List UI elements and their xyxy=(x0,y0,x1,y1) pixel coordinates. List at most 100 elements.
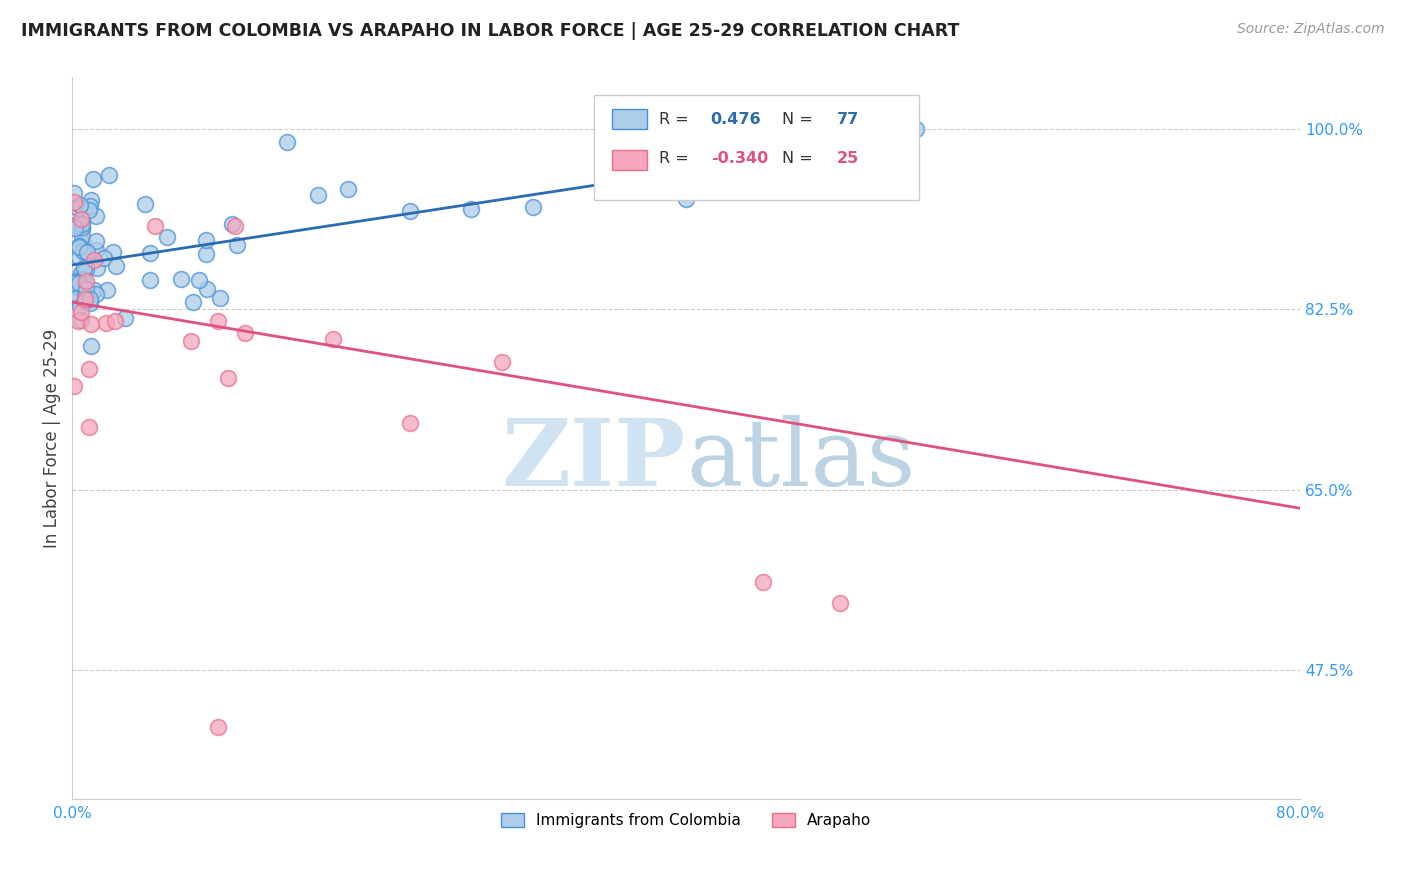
Point xyxy=(65,274,87,288)
Point xyxy=(62,186,84,200)
Text: R =: R = xyxy=(659,151,689,166)
Point xyxy=(84,209,107,223)
Point xyxy=(66,314,89,328)
Point xyxy=(75,274,97,288)
Point xyxy=(72,271,94,285)
Point xyxy=(69,299,91,313)
Point xyxy=(134,197,156,211)
Text: 0.476: 0.476 xyxy=(710,112,761,127)
Point xyxy=(307,188,329,202)
Point xyxy=(491,355,513,369)
Point xyxy=(207,314,229,328)
Point xyxy=(63,286,86,301)
Point xyxy=(63,195,86,210)
Point xyxy=(72,235,94,250)
Point xyxy=(180,334,202,349)
Point xyxy=(83,283,105,297)
Point xyxy=(83,252,105,267)
Text: -0.340: -0.340 xyxy=(710,151,768,166)
Point xyxy=(67,240,90,254)
Point xyxy=(73,261,96,276)
Point xyxy=(93,252,115,266)
Point xyxy=(84,235,107,249)
Point xyxy=(75,259,97,273)
FancyBboxPatch shape xyxy=(613,150,647,169)
Point xyxy=(322,332,344,346)
Point xyxy=(75,282,97,296)
Point xyxy=(905,122,928,136)
Point xyxy=(752,575,775,590)
Point xyxy=(86,261,108,276)
Point xyxy=(69,198,91,212)
Point xyxy=(98,168,121,182)
Point xyxy=(828,596,851,610)
Point xyxy=(65,218,87,232)
Text: Source: ZipAtlas.com: Source: ZipAtlas.com xyxy=(1237,22,1385,37)
Point xyxy=(209,291,232,305)
Text: R =: R = xyxy=(659,112,689,127)
Point xyxy=(72,244,94,259)
Text: IMMIGRANTS FROM COLOMBIA VS ARAPAHO IN LABOR FORCE | AGE 25-29 CORRELATION CHART: IMMIGRANTS FROM COLOMBIA VS ARAPAHO IN L… xyxy=(21,22,959,40)
Point xyxy=(156,230,179,244)
Point xyxy=(67,276,90,290)
Point xyxy=(77,420,100,434)
Point xyxy=(181,294,204,309)
Point xyxy=(104,259,127,273)
Point xyxy=(66,201,89,215)
Point xyxy=(96,284,118,298)
Point xyxy=(73,292,96,306)
Text: 77: 77 xyxy=(837,112,859,127)
Point xyxy=(138,273,160,287)
Point xyxy=(77,202,100,217)
Text: N =: N = xyxy=(782,112,813,127)
Point xyxy=(75,262,97,277)
FancyBboxPatch shape xyxy=(613,109,647,129)
Point xyxy=(66,279,89,293)
Point xyxy=(79,199,101,213)
Point xyxy=(72,211,94,226)
Point xyxy=(226,238,249,252)
Text: atlas: atlas xyxy=(686,415,915,505)
Point xyxy=(187,273,209,287)
Point xyxy=(69,312,91,326)
Point xyxy=(67,239,90,253)
Point xyxy=(195,234,218,248)
Point xyxy=(76,250,98,264)
Point xyxy=(94,316,117,330)
Point xyxy=(399,416,422,430)
Y-axis label: In Labor Force | Age 25-29: In Labor Force | Age 25-29 xyxy=(44,328,60,548)
Point xyxy=(197,281,219,295)
FancyBboxPatch shape xyxy=(595,95,920,200)
Point xyxy=(207,720,229,734)
Point xyxy=(77,361,100,376)
Point xyxy=(70,266,93,280)
Point xyxy=(79,292,101,306)
Point xyxy=(62,379,84,393)
Point xyxy=(233,326,256,340)
Point xyxy=(114,310,136,325)
Point xyxy=(72,222,94,236)
Point xyxy=(399,204,422,219)
Point xyxy=(70,229,93,244)
Legend: Immigrants from Colombia, Arapaho: Immigrants from Colombia, Arapaho xyxy=(495,807,877,835)
Point xyxy=(63,276,86,290)
Point xyxy=(170,272,193,286)
Point xyxy=(67,281,90,295)
Point xyxy=(79,317,101,331)
Point xyxy=(79,339,101,353)
Text: ZIP: ZIP xyxy=(502,415,686,505)
Point xyxy=(63,221,86,235)
Point xyxy=(460,202,482,217)
Point xyxy=(194,247,217,261)
Point xyxy=(80,193,103,207)
Point xyxy=(103,245,125,260)
Point xyxy=(143,219,166,233)
Point xyxy=(67,250,90,264)
Point xyxy=(139,245,162,260)
Point xyxy=(598,163,620,178)
Point xyxy=(70,212,93,227)
Point xyxy=(276,136,298,150)
Point xyxy=(75,294,97,309)
Point xyxy=(84,287,107,301)
Point xyxy=(70,217,93,231)
